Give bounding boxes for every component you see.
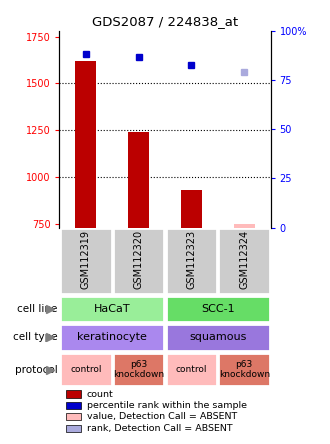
- Text: GDS2087 / 224838_at: GDS2087 / 224838_at: [92, 15, 238, 28]
- Bar: [66, 424, 81, 432]
- Text: control: control: [70, 365, 102, 374]
- Bar: [75, 61, 96, 228]
- Text: SCC-1: SCC-1: [201, 304, 235, 314]
- Text: cell line: cell line: [17, 304, 57, 314]
- Text: protocol: protocol: [15, 365, 57, 375]
- Text: GSM112320: GSM112320: [134, 230, 144, 289]
- FancyBboxPatch shape: [166, 325, 270, 350]
- Text: squamous: squamous: [189, 333, 247, 342]
- Text: rank, Detection Call = ABSENT: rank, Detection Call = ABSENT: [87, 424, 232, 433]
- Bar: [66, 390, 81, 398]
- Bar: [66, 402, 81, 409]
- Text: p63
knockdown: p63 knockdown: [113, 360, 164, 380]
- FancyBboxPatch shape: [166, 296, 270, 322]
- Bar: [234, 224, 255, 228]
- Text: GSM112319: GSM112319: [81, 230, 91, 289]
- Bar: [66, 413, 81, 420]
- Bar: [181, 190, 202, 228]
- Text: p63
knockdown: p63 knockdown: [219, 360, 270, 380]
- Text: cell type: cell type: [13, 333, 57, 342]
- Text: GSM112324: GSM112324: [239, 230, 249, 289]
- FancyBboxPatch shape: [166, 228, 217, 294]
- FancyBboxPatch shape: [113, 228, 164, 294]
- Text: HaCaT: HaCaT: [94, 304, 130, 314]
- Text: control: control: [176, 365, 207, 374]
- Text: count: count: [87, 389, 114, 399]
- FancyBboxPatch shape: [218, 228, 270, 294]
- FancyBboxPatch shape: [166, 353, 217, 386]
- FancyBboxPatch shape: [60, 296, 164, 322]
- Text: keratinocyte: keratinocyte: [77, 333, 147, 342]
- FancyBboxPatch shape: [60, 228, 112, 294]
- Bar: [128, 132, 149, 228]
- Text: GSM112323: GSM112323: [186, 230, 196, 289]
- FancyBboxPatch shape: [218, 353, 270, 386]
- FancyBboxPatch shape: [60, 353, 112, 386]
- FancyBboxPatch shape: [113, 353, 164, 386]
- FancyBboxPatch shape: [60, 325, 164, 350]
- Text: percentile rank within the sample: percentile rank within the sample: [87, 401, 247, 410]
- Text: value, Detection Call = ABSENT: value, Detection Call = ABSENT: [87, 412, 237, 421]
